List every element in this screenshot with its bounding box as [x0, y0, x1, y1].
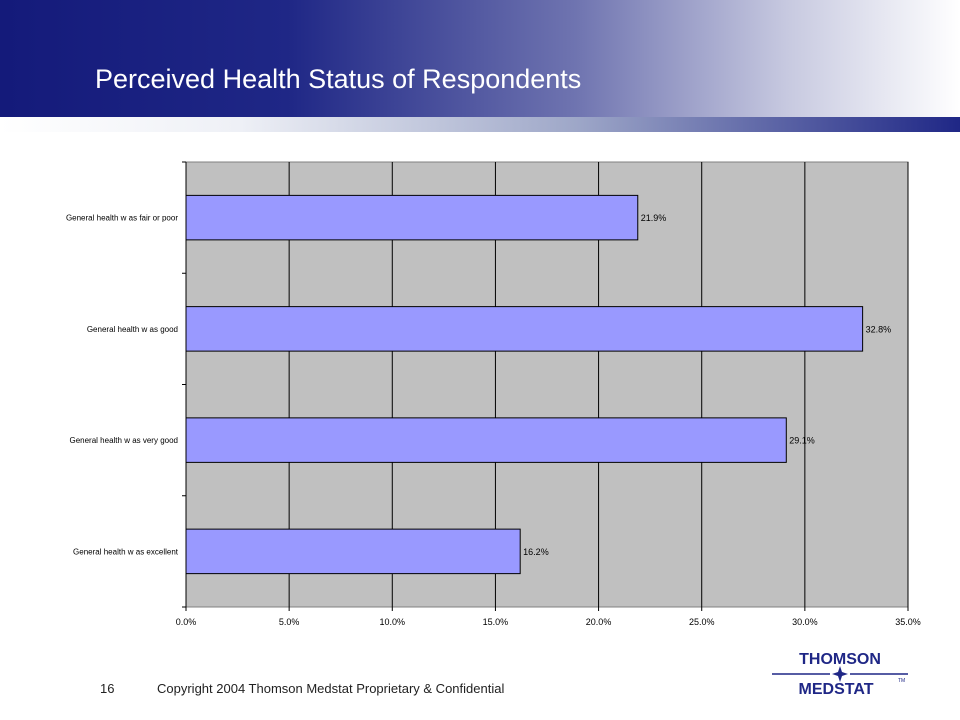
x-tick-label: 30.0% [792, 617, 818, 627]
bar [185, 528, 521, 575]
banner-accent-strip [0, 117, 960, 132]
data-label: 29.1% [789, 436, 815, 446]
slide-title: Perceived Health Status of Respondents [95, 64, 582, 94]
data-label: 21.9% [641, 213, 667, 223]
data-label: 16.2% [523, 547, 549, 557]
bar [185, 306, 864, 352]
page-number: 16 [100, 681, 115, 696]
bar [185, 417, 787, 463]
category-label: General health w as good [87, 325, 178, 334]
thomson-medstat-logo: THOMSON MEDSTAT TM [772, 651, 908, 698]
star-icon [832, 666, 848, 682]
x-tick-label: 20.0% [586, 617, 612, 627]
logo-line2: MEDSTAT [799, 681, 874, 698]
copyright-text: Copyright 2004 Thomson Medstat Proprieta… [157, 681, 505, 696]
x-tick-label: 10.0% [380, 617, 406, 627]
category-label: General health w as fair or poor [66, 214, 178, 223]
logo-line1: THOMSON [799, 651, 881, 668]
category-label: General health w as excellent [73, 547, 179, 556]
chart-bars [185, 194, 864, 575]
x-tick-label: 5.0% [279, 617, 300, 627]
x-tick-label: 0.0% [176, 617, 197, 627]
logo-tm: TM [898, 678, 905, 684]
data-label: 32.8% [866, 324, 892, 334]
x-tick-label: 25.0% [689, 617, 715, 627]
x-tick-label: 35.0% [895, 617, 921, 627]
title-banner [0, 0, 960, 117]
x-tick-label: 15.0% [483, 617, 509, 627]
chart-labels: 0.0% 5.0% 10.0% 15.0% 20.0% 25.0% 30.0% 35.0% 21… [66, 213, 921, 627]
bar [185, 194, 639, 241]
bar-chart: 0.0% 5.0% 10.0% 15.0% 20.0% 25.0% 30.0% 35.0% 21… [66, 161, 921, 627]
category-label: General health w as very good [69, 436, 178, 445]
